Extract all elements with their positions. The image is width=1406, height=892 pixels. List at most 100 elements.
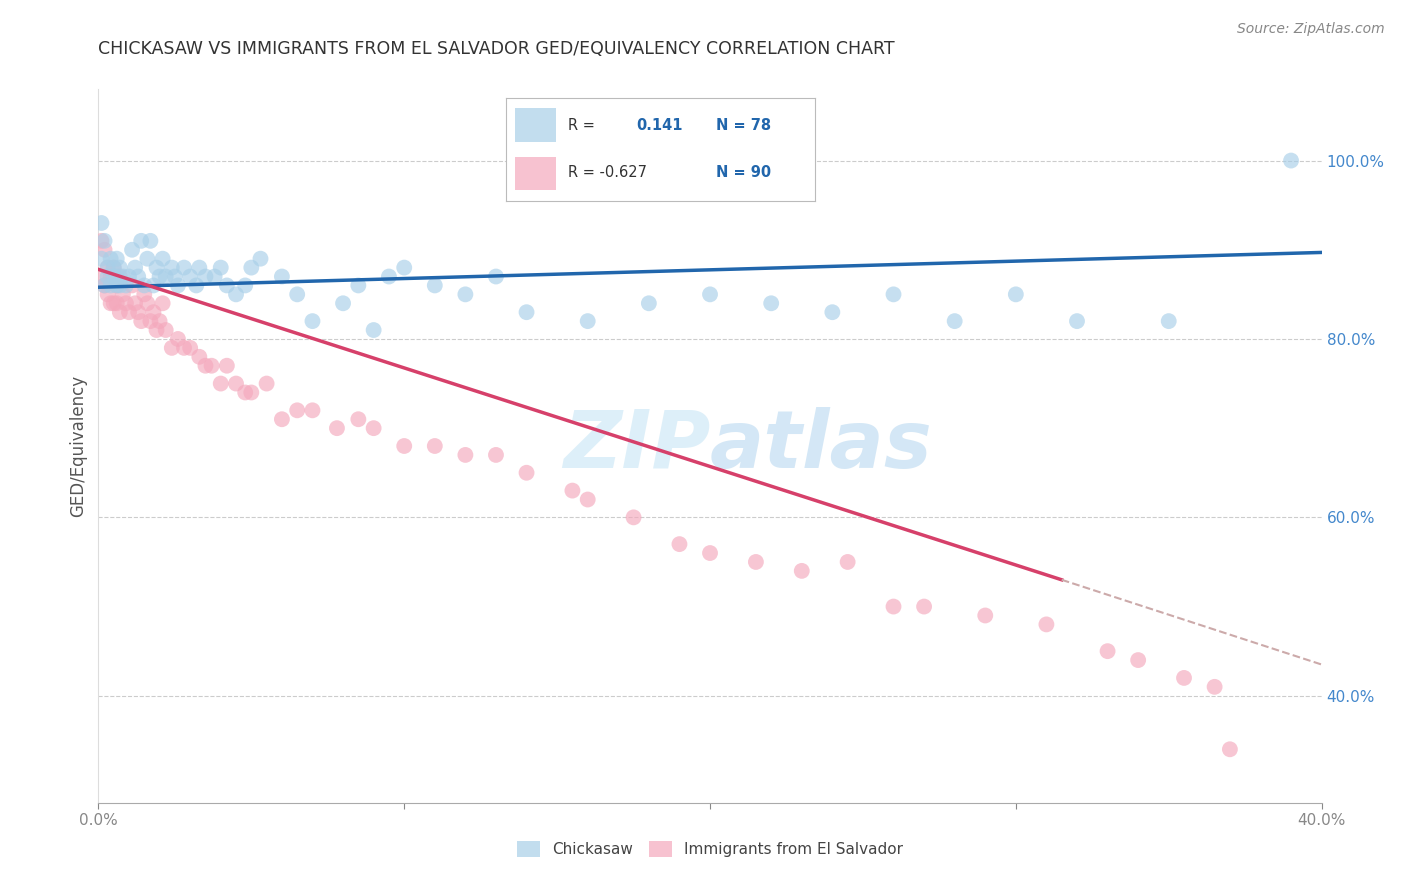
Point (423, 439, 446, 453)
Point (301, 314, 323, 328)
Point (188, 260, 211, 275)
Point (160, 341, 183, 355)
Point (668, 537, 690, 551)
Point (821, 305, 844, 319)
Point (285, 287, 308, 301)
Point (90, 252, 112, 266)
Point (118, 269, 141, 284)
Point (108, 278, 131, 293)
Point (623, 510, 645, 524)
Point (173, 260, 195, 275)
Point (100, 278, 122, 293)
Point (485, 448, 508, 462)
Point (215, 359, 238, 373)
Point (516, 305, 538, 319)
Point (637, 296, 661, 310)
Point (516, 466, 538, 480)
Point (1097, 644, 1119, 658)
Point (103, 260, 125, 275)
Point (179, 269, 201, 284)
Point (1066, 314, 1088, 328)
Point (152, 296, 174, 310)
Point (103, 296, 125, 310)
Point (167, 332, 190, 346)
Point (215, 278, 238, 293)
Point (103, 260, 125, 275)
Point (378, 269, 401, 284)
Text: atlas: atlas (710, 407, 932, 485)
Point (100, 296, 122, 310)
Point (105, 278, 128, 293)
Point (363, 323, 385, 337)
Point (105, 296, 128, 310)
Point (90, 269, 112, 284)
Point (129, 314, 152, 328)
Point (111, 287, 134, 301)
Point (97, 287, 120, 301)
Point (1035, 617, 1057, 632)
Point (97, 260, 120, 275)
Point (115, 278, 138, 293)
Point (152, 252, 174, 266)
Point (105, 269, 128, 284)
Point (256, 376, 278, 391)
Point (149, 314, 172, 328)
Point (194, 359, 217, 373)
Point (115, 296, 138, 310)
Point (576, 314, 599, 328)
Point (127, 269, 149, 284)
Point (943, 314, 966, 328)
Point (209, 260, 232, 275)
Point (105, 252, 128, 266)
Point (186, 278, 208, 293)
Point (93, 243, 115, 257)
Point (142, 305, 165, 319)
Point (240, 260, 263, 275)
Point (1204, 680, 1226, 694)
Point (974, 608, 997, 623)
Point (108, 305, 131, 319)
Point (100, 252, 122, 266)
Point (1004, 287, 1026, 301)
Point (121, 278, 143, 293)
Point (194, 269, 217, 284)
Point (240, 385, 263, 400)
Point (1279, 153, 1302, 168)
Point (93, 278, 115, 293)
Point (124, 296, 146, 310)
Point (790, 564, 813, 578)
Point (454, 448, 477, 462)
Point (270, 269, 292, 284)
Point (1157, 314, 1180, 328)
Point (139, 234, 162, 248)
Point (100, 269, 122, 284)
Point (392, 439, 416, 453)
Point (225, 287, 247, 301)
Point (155, 323, 177, 337)
Point (249, 252, 271, 266)
Point (392, 260, 416, 275)
Point (179, 341, 201, 355)
Point (163, 269, 186, 284)
Point (145, 323, 167, 337)
Y-axis label: GED/Equivalency: GED/Equivalency (69, 375, 87, 517)
Point (103, 269, 125, 284)
Point (118, 305, 141, 319)
Point (105, 278, 128, 293)
Point (136, 296, 159, 310)
Point (108, 269, 131, 284)
Point (93, 278, 115, 293)
Point (160, 260, 183, 275)
Point (145, 260, 167, 275)
Point (363, 421, 385, 435)
Point (90, 216, 112, 230)
Point (188, 350, 211, 364)
Point (93, 234, 115, 248)
Point (121, 243, 143, 257)
Point (347, 278, 370, 293)
Point (347, 412, 370, 426)
Point (200, 359, 222, 373)
Point (912, 599, 935, 614)
Text: ZIP: ZIP (562, 407, 710, 485)
Point (326, 421, 349, 435)
